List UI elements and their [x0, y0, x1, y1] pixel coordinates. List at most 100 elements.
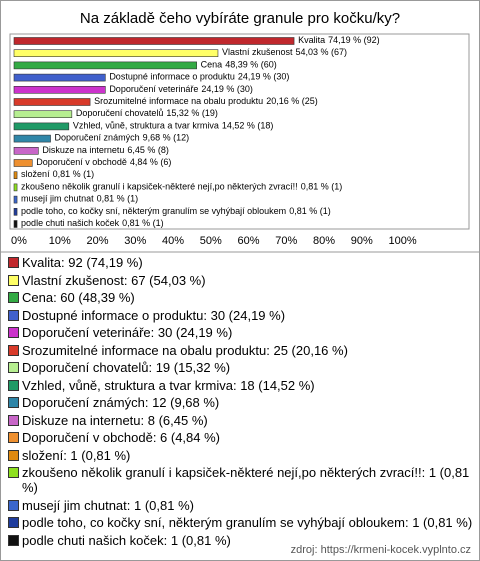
- bar-label: Vlastní zkušenost 54,03 % (67): [222, 48, 347, 58]
- legend-label: Srozumitelné informace na obalu produktu…: [22, 342, 348, 358]
- legend-label: Vlastní zkušenost: 67 (54,03 %): [22, 272, 206, 288]
- value-label: 0,81 % (1): [122, 218, 164, 228]
- legend-item: Cena: 60 (48,39 %): [7, 290, 473, 305]
- legend-item: musejí jim chutnat: 1 (0,81 %): [7, 498, 473, 513]
- value-label: 0,81 % (1): [301, 182, 343, 192]
- bar-label: musejí jim chutnat 0,81 % (1): [21, 194, 138, 204]
- bar: [13, 183, 18, 192]
- bar: [13, 86, 106, 94]
- legend-swatch: [8, 414, 19, 426]
- x-tick-label: 50%: [200, 235, 222, 247]
- plot-frame: [9, 33, 470, 230]
- legend-item: Doporučení chovatelů: 19 (15,32 %): [7, 360, 473, 375]
- legend-swatch: [8, 362, 19, 373]
- category-label: Vzhled, vůně, struktura a tvar krmiva: [73, 121, 219, 131]
- bar-label: Doporučení chovatelů 15,32 % (19): [76, 109, 218, 119]
- category-label: Cena: [201, 60, 223, 70]
- bar: [13, 147, 39, 155]
- value-label: 0,81 % (1): [97, 194, 139, 204]
- x-tick-label: 20%: [87, 235, 109, 247]
- bar: [13, 98, 91, 106]
- legend-swatch: [8, 344, 19, 356]
- bar: [13, 134, 51, 143]
- category-label: podle toho, co kočky sní, některým granu…: [21, 206, 286, 216]
- legend-item: Vzhled, vůně, struktura a tvar krmiva: 1…: [7, 378, 473, 393]
- legend-swatch: [8, 327, 19, 338]
- legend-label: Diskuze na internetu: 8 (6,45 %): [22, 412, 208, 428]
- category-label: musejí jim chutnat: [21, 194, 94, 204]
- legend-label: Dostupné informace o produktu: 30 (24,19…: [22, 307, 286, 323]
- category-label: Vlastní zkušenost: [222, 48, 293, 58]
- category-label: Doporučení známých: [55, 133, 140, 143]
- bar: [13, 73, 106, 82]
- legend-label: Doporučení známých: 12 (9,68 %): [22, 395, 220, 410]
- value-label: 9,68 % (12): [143, 133, 190, 143]
- legend-swatch: [8, 432, 19, 443]
- x-tick-label: 60%: [238, 235, 260, 247]
- legend-item: Srozumitelné informace na obalu produktu…: [7, 343, 473, 358]
- value-label: 14,52 % (18): [222, 121, 274, 131]
- bar: [13, 220, 18, 228]
- bar-label: Doporučení známých 9,68 % (12): [55, 133, 190, 143]
- category-label: podle chuti našich koček: [21, 218, 120, 228]
- x-tick-label: 10%: [49, 235, 71, 247]
- x-tick-label: 30%: [124, 235, 146, 247]
- value-label: 15,32 % (19): [166, 109, 218, 119]
- value-label: 20,16 % (25): [266, 96, 318, 106]
- bar-label: zkoušeno několik granulí i kapsiček-někt…: [21, 182, 342, 192]
- legend-swatch: [8, 534, 19, 546]
- bar: [13, 208, 18, 216]
- bar: [13, 61, 197, 70]
- legend-item: podle toho, co kočky sní, některým granu…: [7, 515, 473, 530]
- x-tick-label: 90%: [351, 235, 373, 247]
- category-label: Srozumitelné informace na obalu produktu: [94, 96, 263, 106]
- legend-item: složení: 1 (0,81 %): [7, 448, 473, 463]
- bar: [13, 159, 33, 167]
- category-label: složení: [21, 170, 50, 180]
- bar: [13, 49, 219, 58]
- legend-swatch: [8, 499, 19, 511]
- legend-item: Doporučení známých: 12 (9,68 %): [7, 395, 473, 410]
- value-label: 74,19 % (92): [328, 35, 380, 45]
- legend-swatch: [8, 449, 19, 461]
- legend-label: složení: 1 (0,81 %): [22, 447, 131, 463]
- x-tick-label: 70%: [275, 235, 297, 247]
- value-label: 48,39 % (60): [225, 60, 277, 70]
- legend-swatch: [8, 257, 19, 268]
- legend-item: Dostupné informace o produktu: 30 (24,19…: [7, 308, 473, 323]
- bar: [13, 195, 18, 204]
- x-tick-label: 0%: [11, 235, 27, 247]
- bar-label: Cena 48,39 % (60): [201, 60, 277, 70]
- legend-swatch: [8, 379, 19, 391]
- category-label: Doporučení chovatelů: [76, 109, 164, 119]
- chart-title: Na základě čeho vybíráte granule pro koč…: [80, 10, 400, 27]
- legend-item: Vlastní zkušenost: 67 (54,03 %): [7, 273, 473, 288]
- chart: Na základě čeho vybíráte granule pro koč…: [1, 10, 479, 253]
- legend-swatch: [8, 517, 19, 528]
- legend-item: Doporučení veterináře: 30 (24,19 %): [7, 325, 473, 340]
- legend-label: Vzhled, vůně, struktura a tvar krmiva: 1…: [22, 377, 315, 393]
- legend-item: Doporučení v obchodě: 6 (4,84 %): [7, 430, 473, 445]
- legend-swatch: [8, 292, 19, 303]
- legend-swatch: [8, 309, 19, 321]
- bar-label: Doporučení veterináře 24,19 % (30): [109, 84, 253, 94]
- legend-label: podle toho, co kočky sní, některým granu…: [22, 515, 473, 530]
- legend-swatch: [8, 274, 19, 286]
- category-label: Dostupné informace o produktu: [109, 72, 235, 82]
- bar-label: Diskuze na internetu 6,45 % (8): [42, 145, 169, 155]
- legend-label: Kvalita: 92 (74,19 %): [22, 255, 143, 270]
- legend-item: Diskuze na internetu: 8 (6,45 %): [7, 413, 473, 428]
- category-label: Diskuze na internetu: [42, 145, 124, 155]
- bar-label: Srozumitelné informace na obalu produktu…: [94, 96, 318, 106]
- legend: Kvalita: 92 (74,19 %) Vlastní zkušenost: …: [7, 255, 473, 550]
- legend-label: Doporučení chovatelů: 19 (15,32 %): [22, 360, 231, 375]
- category-label: Doporučení v obchodě: [36, 157, 127, 167]
- x-tick-label: 100%: [389, 235, 417, 247]
- legend-label: Cena: 60 (48,39 %): [22, 290, 135, 305]
- category-label: Doporučení veterináře: [109, 84, 198, 94]
- legend-swatch: [8, 467, 19, 478]
- category-label: zkoušeno několik granulí i kapsiček-někt…: [21, 182, 298, 192]
- legend-item: zkoušeno několik granulí i kapsiček-někt…: [7, 465, 473, 495]
- legend-label: podle chuti našich koček: 1 (0,81 %): [22, 532, 231, 548]
- legend-swatch: [8, 397, 19, 408]
